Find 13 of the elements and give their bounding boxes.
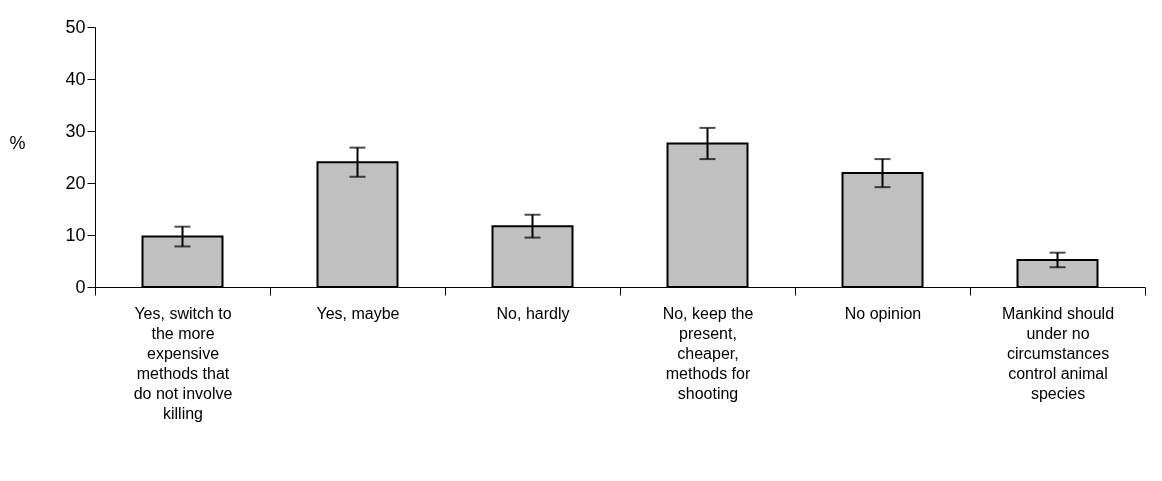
x-tick-label: Yes, switch to the more expensive methods that do not involve killing <box>133 304 233 422</box>
x-tick-label: No, hardly <box>496 304 570 322</box>
y-tick-label: 0 <box>75 276 86 297</box>
y-tick-label: 40 <box>65 68 86 89</box>
y-axis-title: % <box>9 132 26 153</box>
y-tick-label: 50 <box>65 16 86 37</box>
y-tick-label: 10 <box>65 224 86 245</box>
x-tick-label: No opinion <box>844 304 922 322</box>
y-tick-label: 30 <box>65 120 86 141</box>
x-tick-label: Yes, maybe <box>316 304 400 322</box>
y-tick-label: 20 <box>65 172 86 193</box>
x-tick-label: No, keep the present, cheaper, methods for shooting <box>662 304 754 402</box>
x-tick-label: Mankind should under no circumstances control animal species <box>1001 304 1115 402</box>
